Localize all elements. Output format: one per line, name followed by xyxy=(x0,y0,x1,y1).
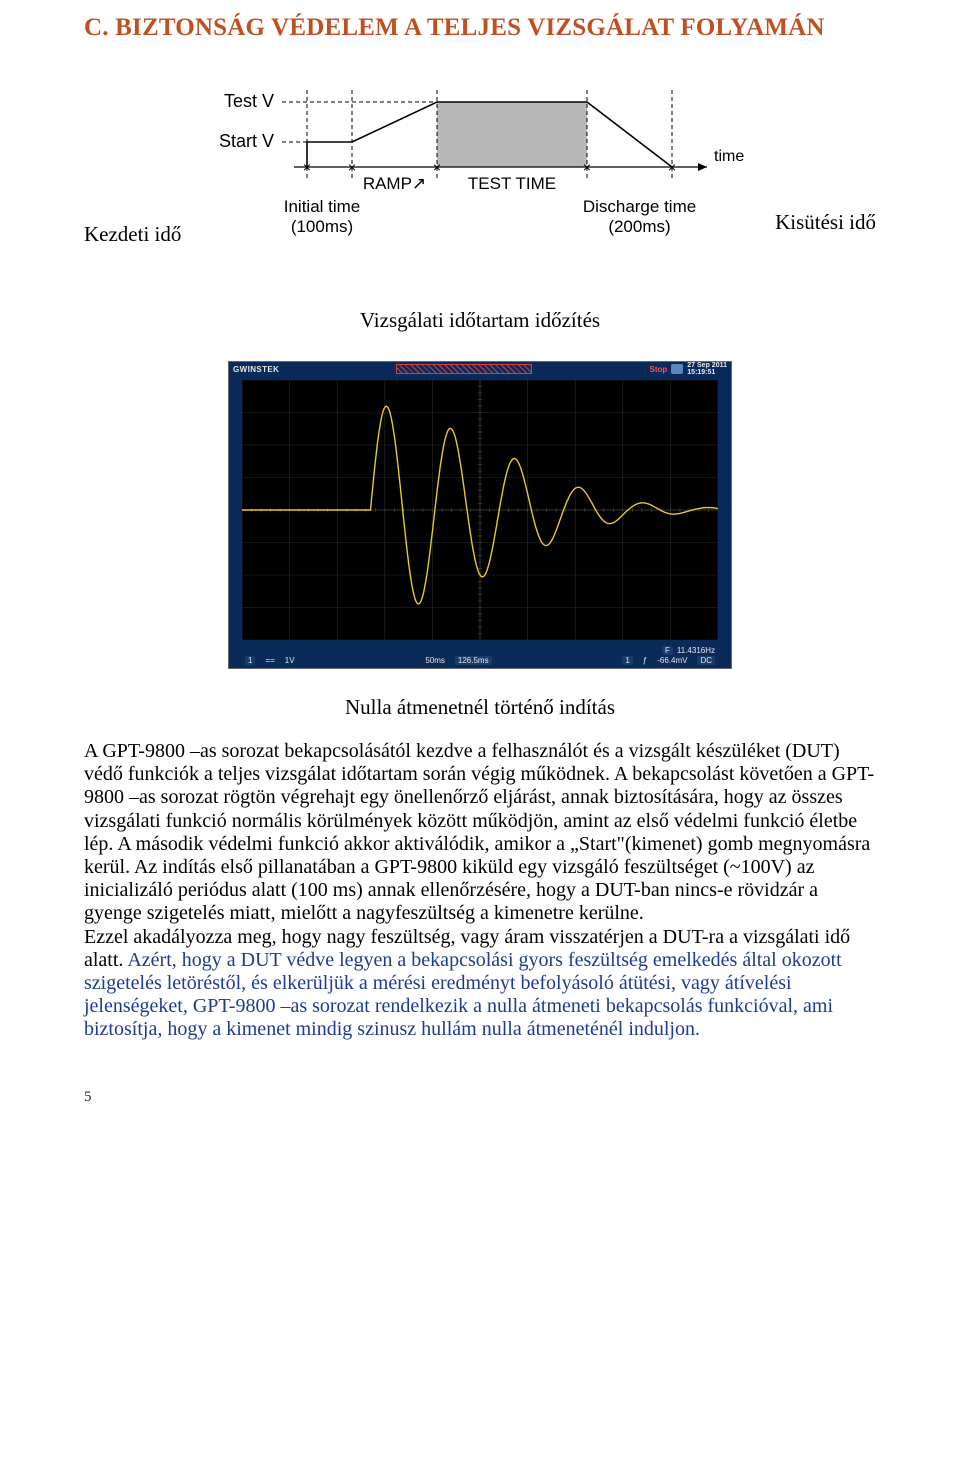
svg-text:×: × xyxy=(433,159,441,175)
body-text: A GPT-9800 –as sorozat bekapcsolásától k… xyxy=(84,740,876,1041)
scope-ch-chip: 1 xyxy=(245,656,255,665)
timing-left-label: Kezdeti idő xyxy=(84,222,181,247)
scope-caption: Nulla átmenetnél történő indítás xyxy=(84,695,876,720)
svg-text:×: × xyxy=(303,159,311,175)
svg-text:(200ms): (200ms) xyxy=(608,217,670,236)
scope-brand: GWINSTEK xyxy=(233,365,279,374)
svg-text:(100ms): (100ms) xyxy=(291,217,353,236)
scope-topbar: GWINSTEK Stop 27 Sep 2011 15:19:51 xyxy=(229,362,731,376)
svg-text:Start V: Start V xyxy=(219,131,274,151)
svg-text:×: × xyxy=(583,159,591,175)
scope-trig-arrow: ƒ xyxy=(643,656,647,665)
svg-text:time: time xyxy=(714,148,744,165)
section-heading: C. BIZTONSÁG VÉDELEM A TELJES VIZSGÁLAT … xyxy=(84,14,876,42)
scope-vdiv-sep: == xyxy=(265,656,274,665)
svg-text:Discharge time: Discharge time xyxy=(583,197,696,216)
timing-subtitle: Vizsgálati időtartam időzítés xyxy=(84,308,876,333)
scope-status: Stop xyxy=(650,365,668,374)
scope-tdiv: 50ms xyxy=(425,656,445,665)
svg-text:×: × xyxy=(668,159,676,175)
svg-text:TEST TIME: TEST TIME xyxy=(468,174,556,193)
scope-bottombar: F 11.4316Hz 1 == 1V 50ms 126.5ms 1 ƒ -66… xyxy=(229,644,731,668)
paragraph-1: A GPT-9800 –as sorozat bekapcsolásától k… xyxy=(84,740,876,926)
svg-text:Test V: Test V xyxy=(224,91,274,111)
timing-diagram: Test V Start V time × × × × × RAMP↗ TEST TIME Init… xyxy=(202,72,752,277)
scope-runstate-icon xyxy=(671,364,683,374)
svg-text:RAMP↗: RAMP↗ xyxy=(363,174,426,193)
oscilloscope-screenshot: GWINSTEK Stop 27 Sep 2011 15:19:51 F 11. xyxy=(228,361,732,669)
timing-right-label: Kisütési idő xyxy=(775,210,876,235)
scope-coupling-chip: DC xyxy=(697,656,715,665)
heading-title: BIZTONSÁG VÉDELEM A TELJES VIZSGÁLAT FOL… xyxy=(109,14,825,41)
svg-text:×: × xyxy=(348,159,356,175)
scope-tpos-chip: 126.5ms xyxy=(455,656,492,665)
scope-date: 27 Sep 2011 xyxy=(687,362,727,369)
paragraph-3-blue: Azért, hogy a DUT védve legyen a bekapcs… xyxy=(84,949,842,1041)
scope-hatch-indicator xyxy=(396,364,532,374)
scope-trig-ch-chip: 1 xyxy=(622,656,632,665)
scope-time: 15:19:51 xyxy=(687,369,727,376)
svg-text:Initial time: Initial time xyxy=(284,197,361,216)
timing-diagram-block: Kezdeti idő Kisütési idő Test V Start V ti… xyxy=(84,72,876,282)
scope-trig-level: -66.4mV xyxy=(657,656,687,665)
scope-vdiv: 1V xyxy=(285,656,295,665)
page-number: 5 xyxy=(84,1089,876,1106)
heading-letter: C. xyxy=(84,14,109,41)
scope-plot xyxy=(242,380,718,640)
